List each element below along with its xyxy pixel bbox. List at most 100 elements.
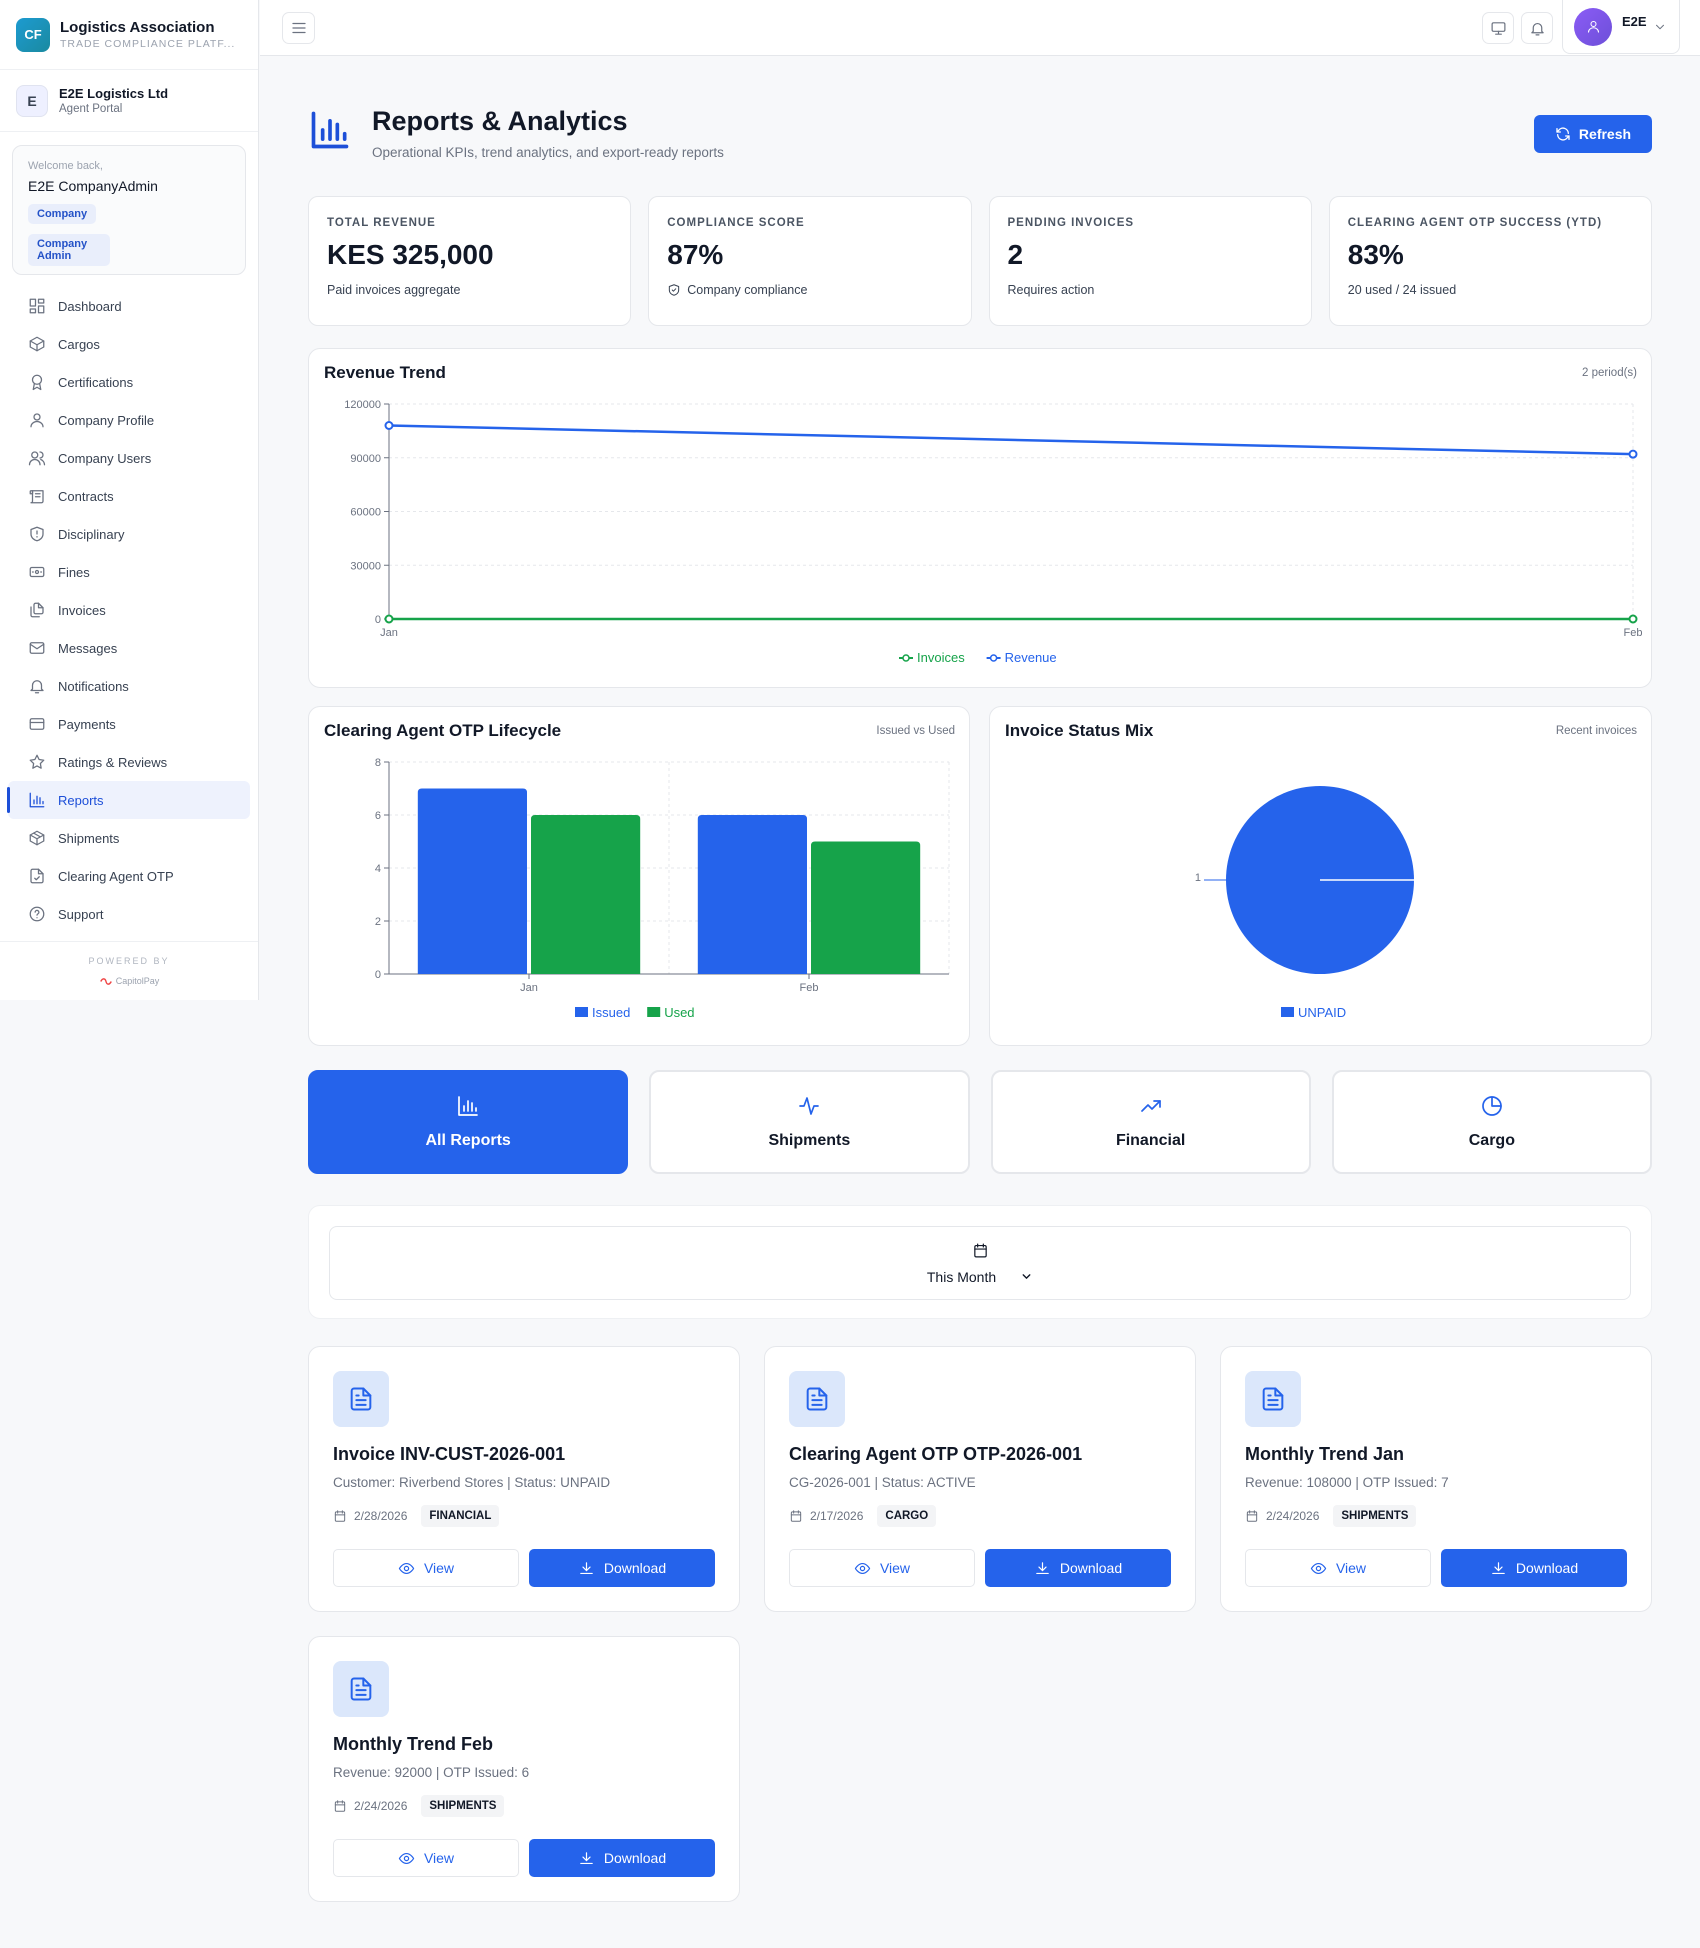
x-tick-label: Jan (520, 982, 538, 994)
sidebar-item-disciplinary[interactable]: Disciplinary (8, 515, 250, 553)
sidebar-item-label: Dashboard (58, 298, 122, 314)
user-icon (1587, 20, 1599, 33)
chart-note: Issued vs Used (876, 725, 955, 737)
report-tag: FINANCIAL (421, 1505, 500, 1527)
invoice-status-card: Invoice Status Mix Recent invoices 1 UNPA… (989, 706, 1652, 1046)
legend-marker (989, 654, 998, 662)
view-button[interactable]: View (333, 1549, 519, 1587)
report-file-icon-wrap (789, 1371, 845, 1427)
chart-title: Invoice Status Mix (1005, 721, 1154, 740)
legend-label: Used (664, 1005, 694, 1020)
sidebar-item-dashboard[interactable]: Dashboard (8, 287, 250, 325)
sidebar-item-messages[interactable]: Messages (8, 629, 250, 667)
sidebar-item-label: Invoices (58, 602, 106, 618)
sidebar-nav: Dashboard Cargos Certifications Company … (0, 287, 258, 933)
sidebar-item-reports[interactable]: Reports (7, 781, 250, 819)
sidebar-item-shipments[interactable]: Shipments (8, 819, 250, 857)
sidebar-item-certifications[interactable]: Certifications (8, 363, 250, 401)
pie-chart-icon (1482, 1096, 1502, 1116)
kpi-value: 87% (667, 239, 724, 270)
monitor-icon (1491, 21, 1505, 35)
topbar: E2E (260, 0, 1700, 56)
brand[interactable]: CF Logistics Association TRADE COMPLIANC… (0, 0, 258, 70)
view-button[interactable]: View (789, 1549, 975, 1587)
report-date: 2/17/2026 (810, 1509, 864, 1523)
legend-label: Issued (592, 1005, 630, 1020)
brand-title: Logistics Association (60, 19, 215, 36)
tenant-switcher[interactable]: E E2E Logistics Ltd Agent Portal (0, 70, 258, 132)
download-icon (580, 1851, 593, 1864)
y-tick-label: 6 (375, 810, 381, 822)
report-description: Revenue: 108000 | OTP Issued: 7 (1245, 1475, 1449, 1490)
download-button[interactable]: Download (985, 1549, 1171, 1587)
eye-icon (398, 1852, 415, 1864)
download-button[interactable]: Download (529, 1549, 715, 1587)
otp-lifecycle-card: Clearing Agent OTP Lifecycle Issued vs U… (308, 706, 970, 1046)
sidebar-item-invoices[interactable]: Invoices (8, 591, 250, 629)
user-icon (30, 413, 44, 428)
chevron-down-icon (1655, 24, 1664, 29)
tab-financial[interactable]: Financial (990, 1070, 1311, 1174)
download-button[interactable]: Download (529, 1839, 715, 1877)
download-button[interactable]: Download (1441, 1549, 1627, 1587)
y-tick-label: 30000 (350, 560, 381, 572)
sidebar-item-clearing-agent-otp[interactable]: Clearing Agent OTP (8, 857, 250, 895)
kpi-card-pending-invoices: PENDING INVOICES 2 Requires action (988, 196, 1312, 326)
sidebar-item-fines[interactable]: Fines (8, 553, 250, 591)
menu-toggle-button[interactable] (282, 12, 315, 44)
welcome-user-name: E2E CompanyAdmin (28, 178, 158, 194)
dashboard-icon (29, 298, 45, 314)
otp-lifecycle-chart: 0 2 4 6 8 Jan Feb Issued Used (375, 757, 950, 1020)
report-title: Clearing Agent OTP OTP-2026-001 (789, 1444, 1083, 1464)
download-icon (1492, 1561, 1505, 1574)
view-button[interactable]: View (333, 1839, 519, 1877)
report-file-icon-wrap (333, 1371, 389, 1427)
series-line-revenue (388, 424, 1634, 456)
report-description: Revenue: 92000 | OTP Issued: 6 (333, 1765, 530, 1780)
notifications-button[interactable] (1521, 12, 1553, 44)
tab-shipments[interactable]: Shipments (649, 1070, 970, 1174)
view-button[interactable]: View (1245, 1549, 1431, 1587)
users-icon (28, 451, 46, 466)
y-tick-label: 0 (375, 969, 381, 981)
sidebar-item-company-users[interactable]: Company Users (8, 439, 250, 477)
display-toggle-button[interactable] (1482, 12, 1514, 44)
period-select[interactable]: This Month (927, 1269, 1033, 1285)
sidebar-item-cargos[interactable]: Cargos (8, 325, 250, 363)
tab-label: Cargo (1468, 1132, 1515, 1149)
page-subtitle: Operational KPIs, trend analytics, and e… (372, 145, 724, 160)
kpi-sub-text: Company compliance (687, 283, 808, 297)
y-tick-label: 60000 (350, 507, 381, 519)
sidebar-item-notifications[interactable]: Notifications (8, 667, 250, 705)
user-menu[interactable]: E2E (1562, 0, 1680, 54)
sidebar-item-label: Contracts (58, 488, 114, 504)
shield-icon (30, 526, 44, 542)
period-filter[interactable]: This Month (329, 1226, 1631, 1300)
legend-marker (902, 654, 910, 662)
sidebar-item-company-profile[interactable]: Company Profile (8, 401, 250, 439)
tenant-name: E2E Logistics Ltd (59, 86, 169, 101)
powered-by: POWERED BY CapitolPay (0, 941, 258, 986)
bar-chart-icon (458, 1096, 478, 1116)
bell-icon (1530, 22, 1544, 35)
tab-all-reports[interactable]: All Reports (308, 1070, 629, 1174)
page-header: Reports & Analytics Operational KPIs, tr… (308, 56, 1652, 196)
sidebar-item-payments[interactable]: Payments (8, 705, 250, 743)
eye-icon (854, 1562, 871, 1574)
sidebar-item-contracts[interactable]: Contracts (8, 477, 250, 515)
file-text-icon (350, 1387, 372, 1411)
download-label: Download (603, 1850, 667, 1866)
bar-used (531, 815, 641, 974)
kpi-sub-text: Paid invoices aggregate (327, 283, 461, 297)
kpi-value: 83% (1347, 239, 1404, 270)
report-file-icon-wrap (1245, 1371, 1301, 1427)
sidebar-item-support[interactable]: Support (8, 895, 250, 933)
y-tick-label: 0 (375, 614, 381, 626)
sidebar-item-ratings-reviews[interactable]: Ratings & Reviews (8, 743, 250, 781)
refresh-button[interactable]: Refresh (1534, 115, 1652, 153)
chart-note: Recent invoices (1555, 725, 1637, 737)
sidebar-item-label: Company Profile (58, 412, 155, 428)
report-card: Monthly Trend Feb Revenue: 92000 | OTP I… (308, 1636, 740, 1902)
view-label: View (423, 1560, 455, 1576)
tab-cargo[interactable]: Cargo (1331, 1070, 1652, 1174)
